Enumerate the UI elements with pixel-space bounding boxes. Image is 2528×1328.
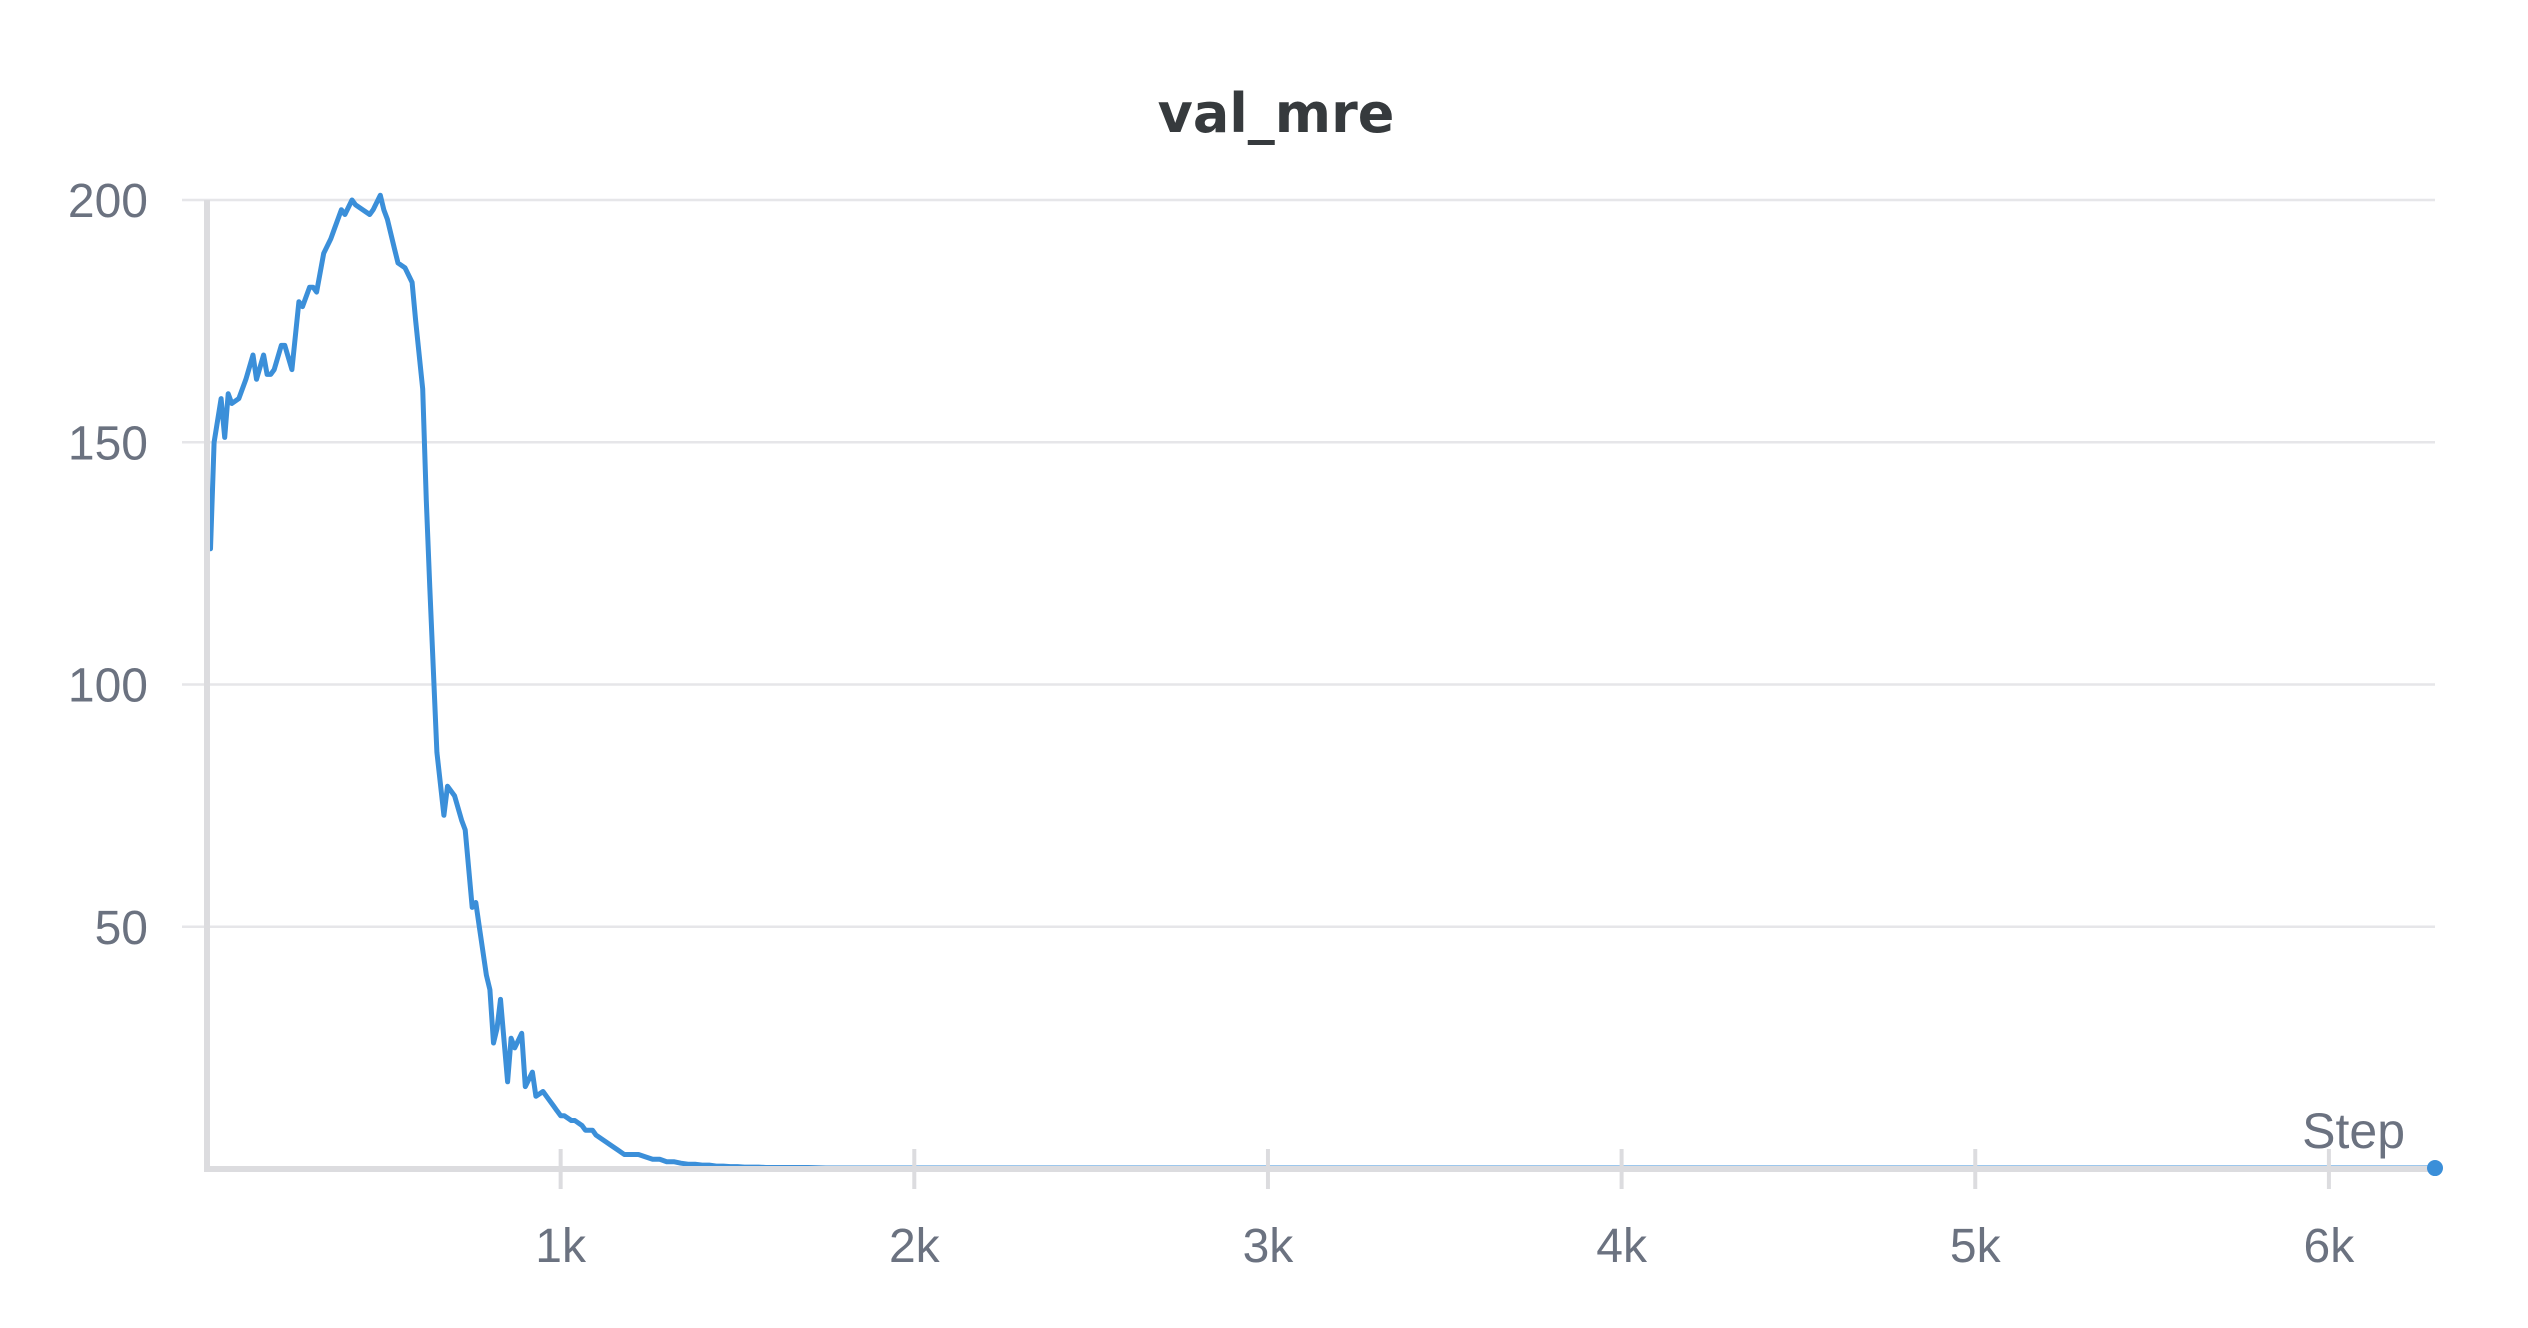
series-layer <box>208 192 2438 1171</box>
x-tick-label: 4k <box>1596 1220 1648 1273</box>
ticks: 50 100 150 200 1k 2k 3k 4k 5k 6k <box>68 175 2355 1273</box>
y-tick-label: 150 <box>68 417 148 470</box>
axes <box>204 200 2435 1172</box>
series-line[interactable] <box>208 192 2438 1171</box>
y-tick-label: 200 <box>68 175 148 228</box>
grid <box>182 198 2435 928</box>
x-tick-label: 6k <box>2304 1220 2356 1273</box>
series-end-marker[interactable] <box>2427 1160 2443 1177</box>
x-tick-label: 3k <box>1243 1220 1295 1273</box>
chart-title: val_mre <box>1158 82 1395 145</box>
x-axis-label: Step <box>2302 1103 2405 1159</box>
x-tick-label: 1k <box>535 1220 587 1273</box>
y-tick-label: 50 <box>95 902 148 955</box>
x-tick-label: 5k <box>1950 1220 2002 1273</box>
x-tick-label: 2k <box>889 1220 941 1273</box>
y-tick-label: 100 <box>68 660 148 713</box>
